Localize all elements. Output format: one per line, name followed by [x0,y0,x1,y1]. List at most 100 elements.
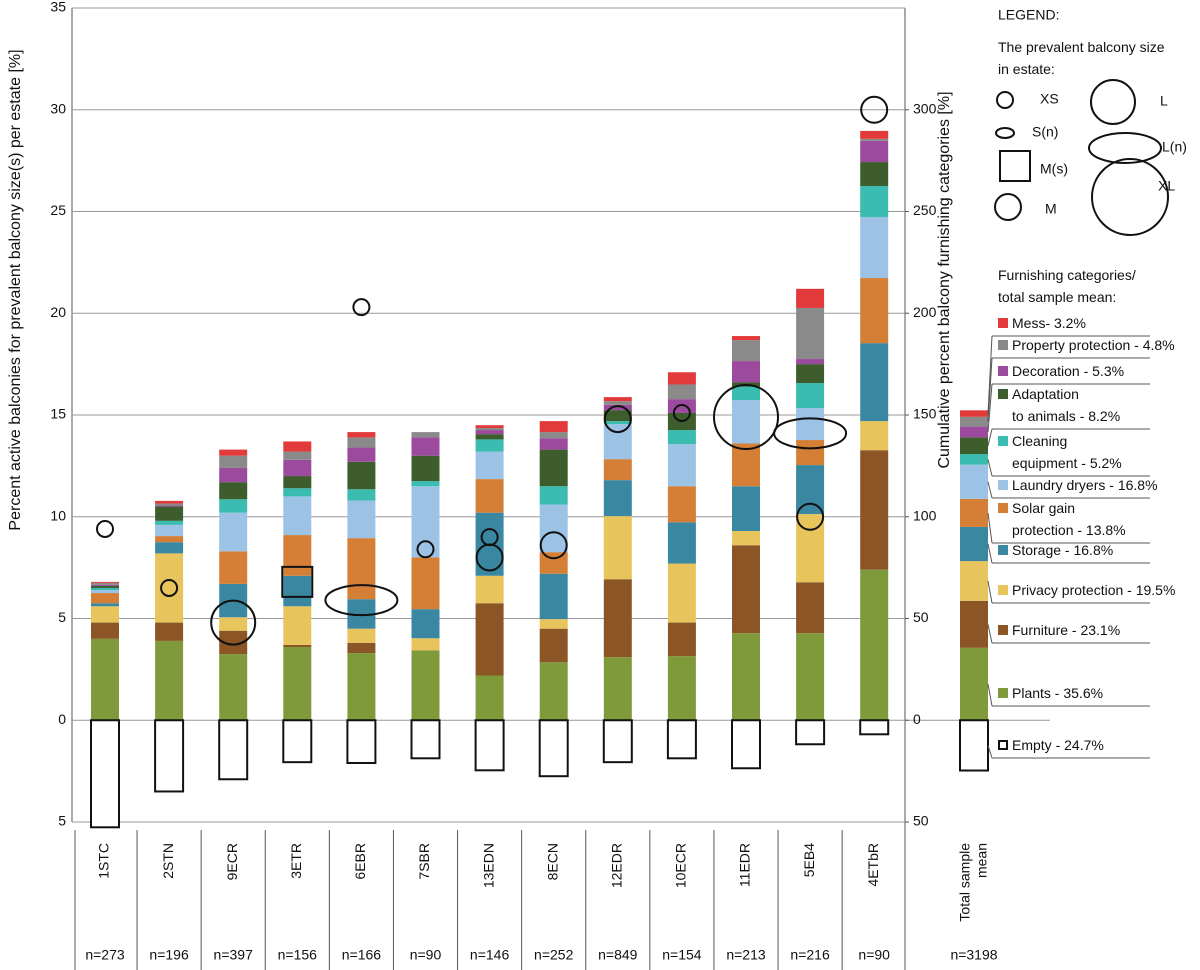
bar-segment [91,587,119,591]
bar-segment [960,464,988,499]
size-legend-title: The prevalent balcony size in estate: [998,39,1165,77]
size-legend-label: M(s) [1040,161,1068,177]
bar-segment [539,432,568,439]
size-legend-label: XS [1040,91,1059,107]
bar-segment [539,504,568,553]
bar-segment [960,600,988,648]
bar-segment [91,622,119,639]
x-tick-label: 2STN [160,843,176,879]
bar-segment [411,432,440,438]
bar-segment [960,426,988,438]
size-legend-symbol [996,91,1014,109]
bar-segment [347,461,376,490]
bar-segment [347,437,376,448]
bar-segment [539,449,568,487]
bar-segment [860,162,889,187]
y-tick-label: 25 [50,202,66,218]
sample-size: n=213 [726,947,766,963]
bar-segment [219,512,248,552]
bar-segment [796,633,825,721]
legend-leader [987,481,993,499]
bar-segment [732,633,760,721]
bar-segment [411,650,440,721]
size-legend-symbol [1091,158,1169,236]
bar-segment [91,581,119,583]
y2-tick-label: 200 [913,304,937,320]
bar-segment [283,441,312,452]
balcony-marker [281,565,314,598]
x-tick-label: 4ETbR [865,843,881,887]
bar-segment [475,675,504,721]
bar-segment [347,432,376,438]
bar-segment [283,644,312,647]
bar-segment [347,489,376,501]
bar-segment [91,638,119,721]
bar-segment [475,430,504,435]
bar-segment [475,575,504,604]
bar-segment [960,647,988,721]
bar-segment [91,606,119,623]
bar-segment [218,719,249,781]
bar-segment [475,428,504,431]
bar-segment [347,447,376,462]
legend-title: LEGEND: [998,7,1059,23]
balcony-marker [713,384,779,451]
sample-size: n=90 [410,947,442,963]
bar-segment [796,364,825,384]
x-tick-label: 10ECR [673,843,689,888]
bar-segment [219,630,248,655]
bar-segment [347,653,376,721]
y2-axis-title: Cumulative percent balcony furnishing ca… [936,91,953,468]
y2-tick-label: 100 [913,507,937,523]
y-axis-title: Percent active balconies for prevalent b… [7,49,24,530]
legend-label: Furniture - 23.1% [1012,622,1121,638]
sample-size: n=3198 [950,947,997,963]
balcony-marker [773,417,848,450]
y-tick-label: 10 [50,507,66,523]
balcony-marker [352,298,371,317]
legend-swatch [998,318,1008,328]
balcony-marker [539,531,568,560]
legend-label: Adaptation to animals - 8.2% [1012,386,1121,424]
bar-segment [795,719,826,746]
size-legend-symbol [999,150,1031,182]
sample-size: n=156 [278,947,318,963]
legend-leader [987,745,993,759]
sample-size: n=166 [342,947,382,963]
bar-segment [347,538,376,600]
bar-segment [732,361,760,383]
sample-size: n=154 [662,947,702,963]
bar-segment [860,130,889,139]
bar-segment [732,386,760,401]
x-tick-label: 11EDR [737,843,753,887]
bar-segment [155,524,184,537]
balcony-marker [324,584,399,617]
y-tick-label: 5 [58,609,66,625]
legend-label: Mess- 3.2% [1012,315,1086,331]
bar-segment [667,522,696,564]
bar-segment [603,424,632,460]
bar-segment [667,622,696,657]
size-legend-label: S(n) [1032,124,1058,140]
bar-segment [475,434,504,440]
bar-segment [959,719,989,772]
bar-segment [960,454,988,465]
balcony-marker [475,543,504,572]
bar-segment [219,482,248,500]
bar-segment [859,719,890,736]
bar-segment [732,530,760,546]
bar-segment [539,628,568,663]
bar-segment [91,584,119,586]
bar-segment [155,640,184,721]
bar-segment [860,450,889,570]
bar-segment [732,400,760,444]
sample-size: n=216 [790,947,830,963]
bar-segment [283,476,312,489]
x-tick-label: 5EB4 [801,843,817,877]
size-legend-label: L(n) [1162,139,1187,155]
bar-segment [732,443,760,487]
legend-swatch [998,340,1008,350]
legend-swatch [998,625,1008,635]
y-tick-label: 0 [58,711,66,727]
